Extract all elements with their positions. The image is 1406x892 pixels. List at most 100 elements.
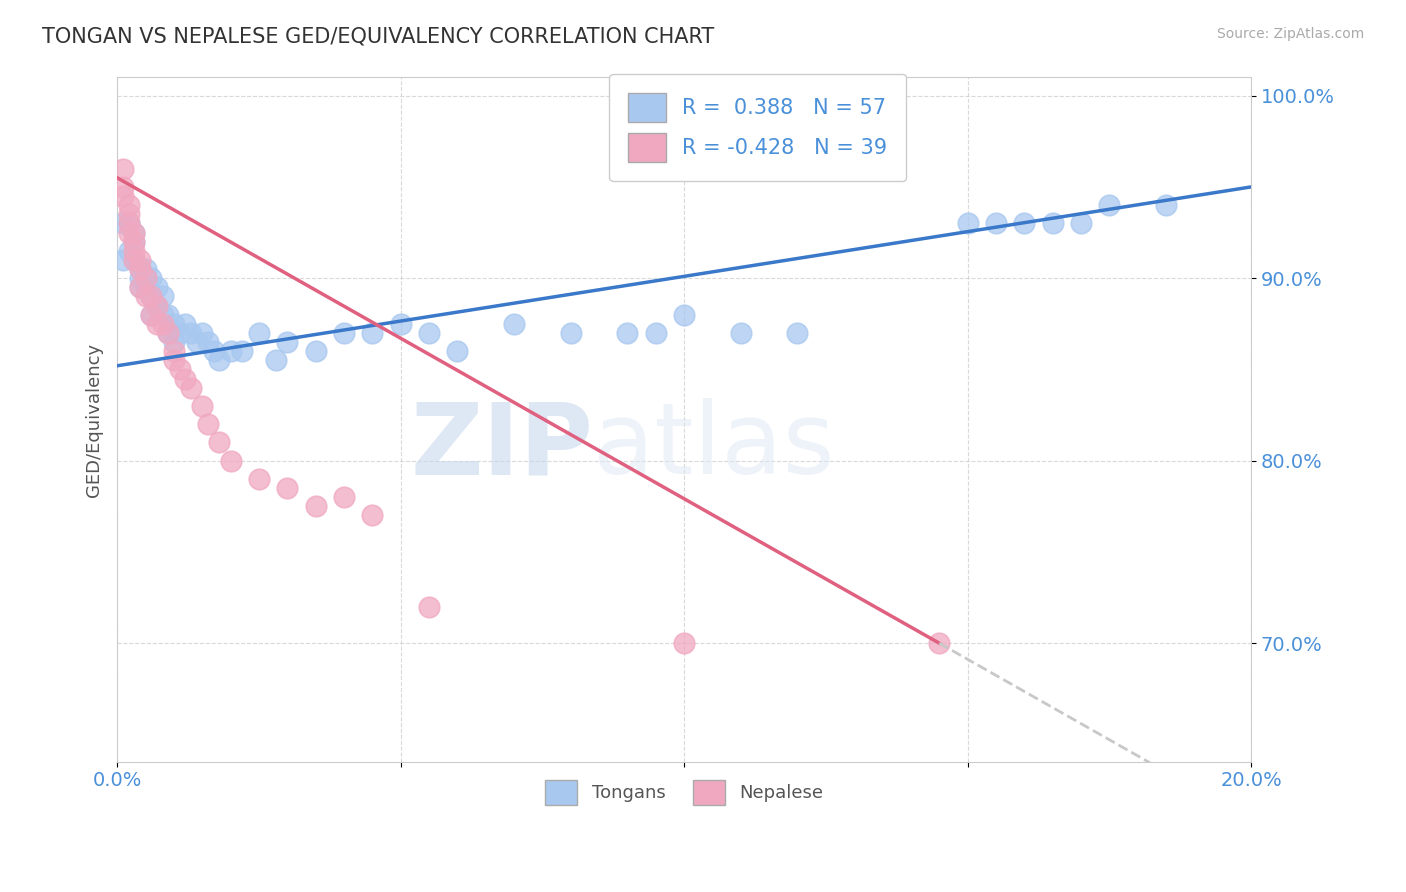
Point (276, 481, 298, 495)
Point (418, 599, 440, 614)
Point (117, 244, 139, 258)
Point (197, 417, 219, 432)
Point (117, 207, 139, 221)
Point (503, 317, 526, 331)
Point (174, 371, 197, 385)
Point (186, 334, 208, 349)
Point (152, 308, 174, 322)
Point (276, 334, 298, 349)
Point (146, 317, 169, 331)
Point (128, 280, 150, 294)
Point (135, 289, 157, 303)
Point (208, 353, 231, 368)
Point (361, 508, 384, 523)
Point (146, 280, 169, 294)
Point (111, 180, 134, 194)
Point (786, 326, 808, 340)
Point (730, 326, 752, 340)
Point (157, 326, 180, 340)
Text: ZIP: ZIP (411, 399, 593, 495)
Point (304, 344, 326, 359)
Point (135, 262, 157, 277)
Point (616, 326, 638, 340)
Point (163, 317, 186, 331)
Point (163, 353, 186, 368)
Point (191, 399, 214, 413)
Point (219, 344, 242, 359)
Point (111, 161, 134, 176)
Point (247, 472, 270, 486)
Point (122, 244, 145, 258)
Point (146, 299, 169, 313)
Point (117, 198, 139, 212)
Point (644, 326, 666, 340)
Point (141, 289, 163, 303)
Point (122, 226, 145, 240)
Point (128, 280, 150, 294)
Text: atlas: atlas (593, 399, 835, 495)
Point (956, 216, 979, 230)
Point (333, 326, 356, 340)
Point (141, 308, 163, 322)
Point (128, 262, 150, 277)
Point (169, 326, 191, 340)
Text: TONGAN VS NEPALESE GED/EQUIVALENCY CORRELATION CHART: TONGAN VS NEPALESE GED/EQUIVALENCY CORRE… (42, 27, 714, 46)
Point (180, 326, 202, 340)
Point (197, 334, 219, 349)
Point (389, 317, 412, 331)
Point (122, 252, 145, 267)
Point (1042, 216, 1064, 230)
Point (247, 326, 270, 340)
Point (208, 435, 231, 450)
Point (231, 344, 253, 359)
Point (169, 362, 191, 376)
Y-axis label: GED/Equivalency: GED/Equivalency (86, 343, 103, 497)
Point (135, 271, 157, 285)
Point (174, 317, 197, 331)
Point (264, 353, 287, 368)
Point (128, 262, 150, 277)
Point (180, 381, 202, 395)
Point (1154, 198, 1177, 212)
Point (117, 226, 139, 240)
Point (928, 636, 950, 650)
Point (984, 216, 1007, 230)
Point (152, 317, 174, 331)
Point (560, 326, 582, 340)
Point (141, 289, 163, 303)
Point (673, 308, 696, 322)
Point (1070, 216, 1092, 230)
Point (446, 344, 468, 359)
Point (141, 308, 163, 322)
Point (141, 271, 163, 285)
Point (163, 334, 186, 349)
Point (157, 326, 180, 340)
Point (191, 326, 214, 340)
Point (146, 299, 169, 313)
Point (122, 226, 145, 240)
Point (418, 326, 440, 340)
Point (117, 216, 139, 230)
Point (673, 636, 696, 650)
Point (135, 271, 157, 285)
Point (111, 252, 134, 267)
Point (202, 344, 225, 359)
Point (219, 453, 242, 467)
Point (128, 252, 150, 267)
Point (122, 235, 145, 249)
Point (1012, 216, 1035, 230)
Point (304, 500, 326, 514)
Text: Source: ZipAtlas.com: Source: ZipAtlas.com (1216, 27, 1364, 41)
Point (333, 490, 356, 504)
Legend: Tongans, Nepalese: Tongans, Nepalese (536, 771, 832, 814)
Point (361, 326, 384, 340)
Point (122, 252, 145, 267)
Point (152, 289, 174, 303)
Point (111, 189, 134, 203)
Point (1098, 198, 1121, 212)
Point (163, 344, 186, 359)
Point (111, 216, 134, 230)
Point (122, 235, 145, 249)
Point (135, 280, 157, 294)
Point (128, 271, 150, 285)
